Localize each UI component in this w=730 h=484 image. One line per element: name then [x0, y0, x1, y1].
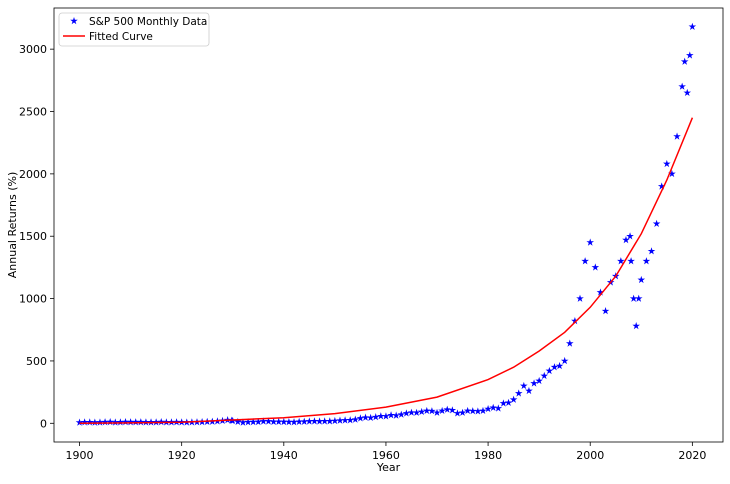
x-tick-label: 1960: [372, 449, 400, 462]
data-point: [428, 407, 436, 415]
data-point: [642, 257, 651, 265]
data-point: [366, 413, 375, 422]
legend-label-data: S&P 500 Monthly Data: [89, 16, 207, 28]
data-point: [678, 82, 686, 90]
data-point: [601, 307, 610, 315]
fitted-curve-line: [79, 117, 694, 425]
data-point: [627, 257, 635, 265]
data-point: [560, 356, 569, 365]
y-tick-label: 2500: [19, 106, 47, 119]
data-point: [576, 294, 584, 302]
data-point: [453, 409, 462, 417]
x-tick-label: 1920: [168, 449, 196, 462]
data-point: [565, 339, 574, 347]
data-point: [637, 275, 646, 284]
data-point: [555, 361, 564, 370]
data-point: [626, 232, 634, 240]
y-tick-label: 500: [26, 355, 47, 368]
data-point: [484, 404, 492, 413]
legend-label-fit: Fitted Curve: [89, 31, 153, 43]
plot-area: [75, 22, 697, 426]
data-point: [75, 418, 84, 426]
data-point: [417, 407, 426, 416]
axes: 1900 1920 1940 1960 1980 2000 2020 0 500 1000 1500…: [6, 7, 724, 474]
plot-frame: [53, 7, 724, 443]
x-axis-label: Year: [376, 461, 401, 474]
x-tick-label: 1940: [270, 449, 298, 462]
data-point: [632, 322, 640, 330]
scatter-series: [75, 22, 697, 426]
x-tick-label: 1980: [474, 449, 502, 462]
data-point: [520, 381, 528, 390]
y-tick-label: 2000: [19, 168, 47, 181]
y-tick-label: 1500: [19, 230, 47, 243]
y-tick-label: 3000: [19, 43, 47, 56]
data-point: [550, 363, 559, 371]
y-tick-label: 0: [40, 417, 47, 430]
data-point: [663, 159, 671, 168]
data-point: [683, 88, 692, 97]
data-point: [545, 366, 554, 375]
data-point: [581, 257, 589, 265]
data-point: [680, 57, 689, 65]
x-tick-label: 2020: [678, 449, 706, 462]
data-point: [591, 263, 600, 271]
data-point: [494, 404, 503, 412]
data-point: [525, 386, 533, 395]
data-point: [474, 407, 482, 415]
data-point: [652, 219, 661, 227]
data-point: [540, 371, 549, 380]
data-point: [586, 238, 595, 246]
data-point: [688, 22, 697, 30]
data-point: [514, 389, 523, 397]
y-tick-label: 1000: [19, 293, 47, 306]
data-point: [499, 399, 508, 407]
data-point: [673, 132, 681, 140]
legend-box: [58, 12, 210, 47]
legend: S&P 500 Monthly Data Fitted Curve: [58, 12, 210, 47]
data-point: [686, 51, 694, 59]
x-tick-label: 2000: [576, 449, 604, 462]
data-point: [438, 406, 446, 415]
data-point: [392, 411, 400, 419]
data-point: [356, 414, 365, 422]
y-axis-label: Annual Returns (%): [6, 172, 19, 279]
x-tick-label: 1900: [66, 449, 94, 462]
data-point: [647, 247, 656, 255]
data-point: [402, 409, 411, 417]
data-point: [397, 410, 406, 418]
